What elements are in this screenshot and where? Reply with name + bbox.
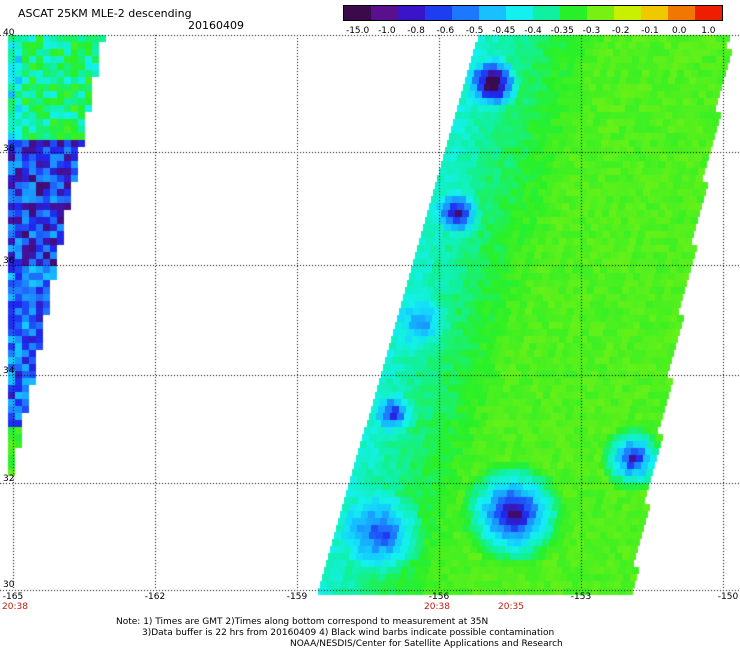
lon-label-159: -159 xyxy=(286,592,308,602)
lat-label-34: 34 xyxy=(3,366,15,376)
colorbar-tick-label: -0.6 xyxy=(436,26,455,36)
lat-label-40: 40 xyxy=(3,28,15,38)
note-line-1: Note: 1) Times are GMT 2)Times along bot… xyxy=(116,617,489,627)
map-title: ASCAT 25KM MLE-2 descending xyxy=(18,7,192,20)
colorbar-tick-label: -0.1 xyxy=(641,26,659,36)
colorbar-tick-label: -0.4 xyxy=(524,26,542,36)
colorbar-segment xyxy=(452,6,479,20)
colorbar-tick-label: 0.0 xyxy=(671,26,687,36)
time-label-right: 20:35 xyxy=(498,602,524,612)
colorbar xyxy=(343,5,723,21)
map-date: 20160409 xyxy=(188,19,244,32)
colorbar-labels: -15.0 -1.0 -0.8 -0.6 -0.5 -0.45 -0.4 -0.35 -0.3-… xyxy=(325,26,740,38)
colorbar-tick-label: 1.0 xyxy=(701,26,716,36)
colorbar-tick-label: -0.3 xyxy=(582,26,601,36)
colorbar-tick-label: -0.45 xyxy=(492,26,516,36)
colorbar-segment xyxy=(695,6,722,20)
lat-label-36: 36 xyxy=(3,256,15,266)
note-line-2: 3)Data buffer is 22 hrs from 20160409 4)… xyxy=(142,628,555,638)
time-label-left: 20:38 xyxy=(2,602,28,612)
colorbar-tick-label: -1.0 xyxy=(378,26,396,36)
colorbar-tick-label: -15.0 xyxy=(345,26,370,36)
lon-label-165: -165 xyxy=(2,592,24,602)
colorbar-segment xyxy=(641,6,668,20)
colorbar-segment xyxy=(533,6,560,20)
colorbar-segment xyxy=(425,6,452,20)
colorbar-segment xyxy=(668,6,695,20)
time-label-middle: 20:38 xyxy=(424,602,450,612)
colorbar-segment xyxy=(614,6,641,20)
colorbar-segment xyxy=(587,6,614,20)
lon-label-162: -162 xyxy=(144,592,166,602)
lat-label-32: 32 xyxy=(3,474,15,484)
lat-label-38: 38 xyxy=(3,144,15,154)
colorbar-tick-label: -0.8 xyxy=(407,26,425,36)
colorbar-segment xyxy=(560,6,587,20)
colorbar-segment xyxy=(479,6,506,20)
colorbar-segment xyxy=(371,6,398,20)
colorbar-tick-label: -0.5 xyxy=(465,26,484,36)
lon-label-153: -153 xyxy=(570,592,592,602)
note-line-3: NOAA/NESDIS/Center for Satellite Applica… xyxy=(290,639,563,649)
lon-label-150: -150 xyxy=(717,592,739,602)
colorbar-tick-label: -0.2 xyxy=(611,26,630,36)
colorbar-segment xyxy=(344,6,371,20)
colorbar-tick-label: -0.35 xyxy=(550,26,574,36)
colorbar-segment xyxy=(506,6,533,20)
colorbar-segment xyxy=(398,6,425,20)
lon-label-156: -156 xyxy=(428,592,450,602)
lat-label-30: 30 xyxy=(3,580,15,590)
